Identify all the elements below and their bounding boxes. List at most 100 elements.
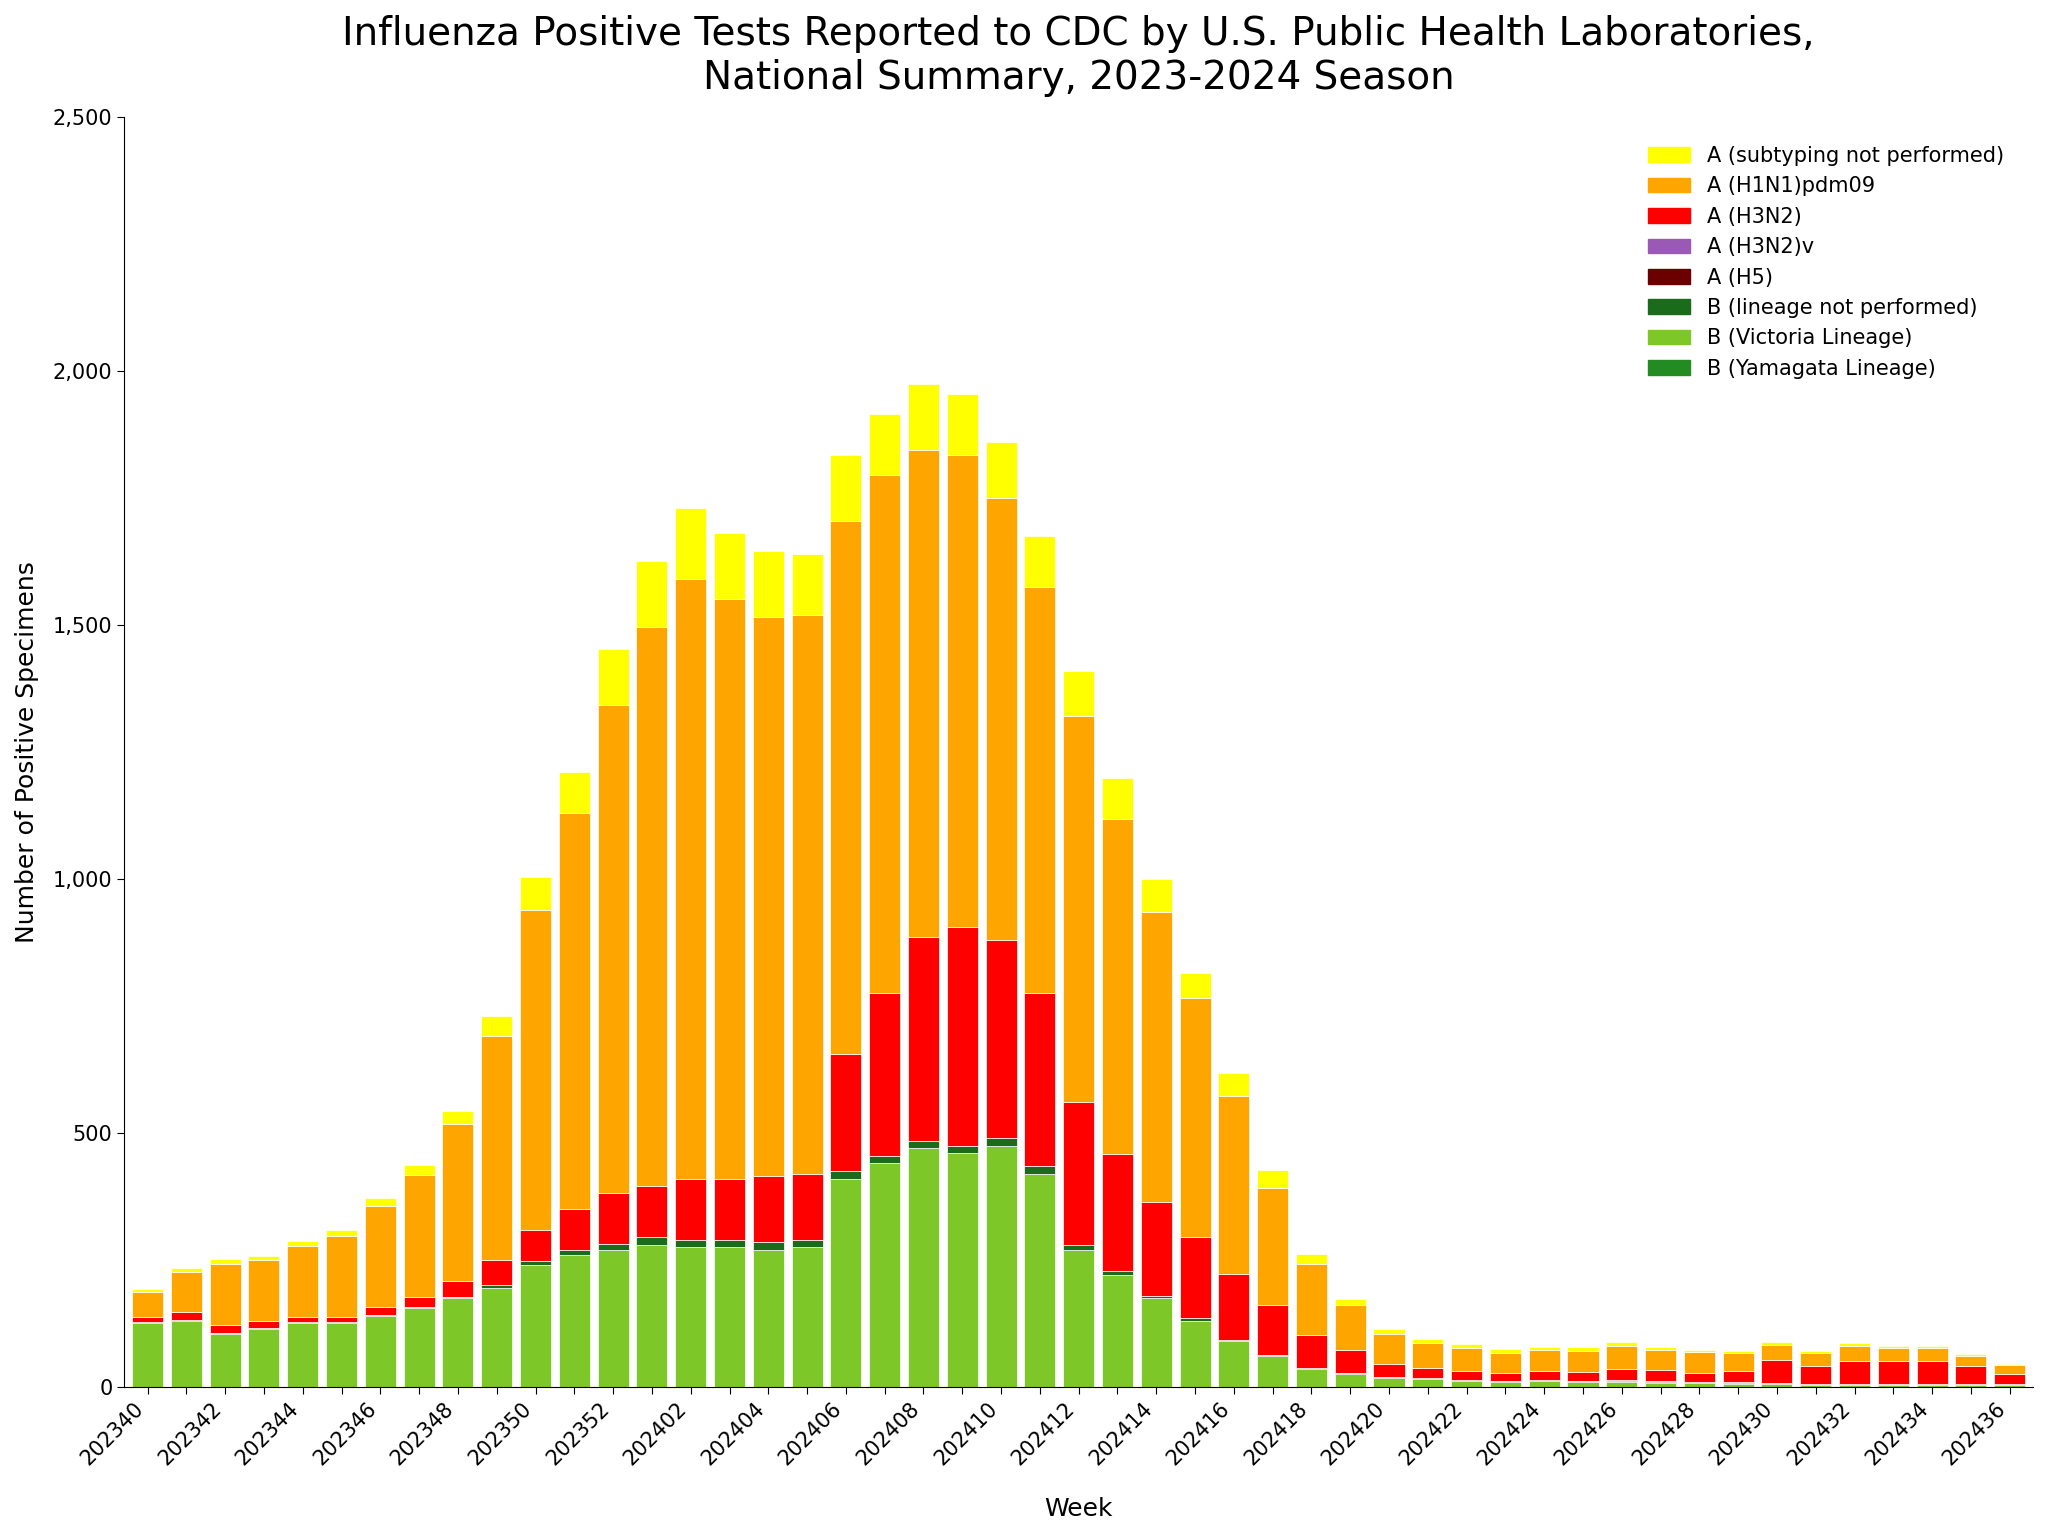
Bar (1024, 1174, 1055, 1387)
Bar (559, 773, 590, 813)
Bar (403, 1296, 434, 1307)
Bar (1296, 1369, 1327, 1387)
Bar (559, 1209, 590, 1250)
Bar (1141, 1295, 1171, 1298)
Bar (676, 1247, 707, 1387)
Bar (637, 561, 668, 627)
Bar (1839, 1385, 1870, 1387)
Bar (1257, 1170, 1288, 1187)
Bar (754, 1177, 784, 1243)
Bar (598, 1244, 629, 1250)
Bar (1800, 1366, 1831, 1384)
Bar (248, 1321, 279, 1327)
Bar (1800, 1353, 1831, 1366)
Bar (1141, 879, 1171, 912)
Bar (1257, 1304, 1288, 1355)
Bar (1452, 1344, 1483, 1349)
Bar (481, 1017, 512, 1037)
Bar (907, 937, 938, 1141)
Bar (1878, 1346, 1909, 1349)
Bar (1645, 1350, 1675, 1370)
Bar (365, 1307, 395, 1315)
Bar (676, 579, 707, 1178)
Bar (170, 1312, 203, 1319)
Bar (793, 614, 823, 1174)
Bar (715, 1240, 745, 1247)
Bar (1296, 1264, 1327, 1335)
Bar (1219, 1341, 1249, 1387)
Bar (1335, 1375, 1366, 1387)
Bar (209, 1264, 242, 1326)
Bar (287, 1324, 317, 1387)
Bar (637, 627, 668, 1186)
Bar (829, 455, 862, 521)
Bar (403, 1175, 434, 1296)
Bar (1180, 1321, 1210, 1387)
Bar (1024, 536, 1055, 587)
Bar (1024, 994, 1055, 1166)
Bar (1102, 1272, 1133, 1275)
Bar (1180, 1318, 1210, 1321)
Bar (520, 1230, 551, 1261)
Bar (868, 1163, 901, 1387)
Bar (287, 1246, 317, 1318)
Bar (598, 705, 629, 1193)
Bar (1063, 671, 1094, 716)
Bar (1761, 1384, 1792, 1387)
Bar (1567, 1372, 1599, 1381)
Bar (1452, 1381, 1483, 1387)
Bar (248, 1329, 279, 1387)
Bar (1374, 1364, 1405, 1376)
Bar (946, 455, 977, 928)
Bar (1761, 1342, 1792, 1346)
Bar (715, 599, 745, 1178)
Bar (1413, 1379, 1444, 1387)
Bar (1452, 1370, 1483, 1379)
Bar (1219, 1273, 1249, 1339)
Bar (1489, 1373, 1522, 1381)
Bar (1606, 1382, 1636, 1387)
Bar (1722, 1353, 1753, 1372)
Bar (676, 1240, 707, 1247)
Bar (1102, 1275, 1133, 1387)
Bar (1722, 1350, 1753, 1353)
Bar (1063, 1244, 1094, 1250)
Bar (1606, 1342, 1636, 1347)
Bar (559, 813, 590, 1209)
Bar (131, 1318, 164, 1322)
Bar (326, 1236, 356, 1318)
Bar (868, 415, 901, 475)
Bar (520, 1261, 551, 1266)
Bar (829, 1054, 862, 1170)
Bar (1413, 1369, 1444, 1378)
Bar (1722, 1384, 1753, 1387)
Bar (326, 1318, 356, 1322)
Bar (1878, 1349, 1909, 1361)
Bar (598, 1250, 629, 1387)
Bar (1839, 1346, 1870, 1361)
Bar (1489, 1382, 1522, 1387)
Bar (248, 1261, 279, 1321)
Bar (442, 1281, 473, 1296)
Bar (1219, 1074, 1249, 1095)
Bar (754, 1243, 784, 1250)
Bar (637, 1244, 668, 1387)
Bar (287, 1318, 317, 1322)
Bar (754, 551, 784, 617)
Bar (442, 1111, 473, 1124)
Bar (907, 450, 938, 937)
Bar (715, 533, 745, 599)
Bar (365, 1206, 395, 1307)
Bar (946, 928, 977, 1146)
Bar (1335, 1350, 1366, 1373)
Bar (1063, 1250, 1094, 1387)
Bar (481, 1037, 512, 1260)
Bar (946, 1154, 977, 1387)
Bar (287, 1241, 317, 1246)
Bar (1335, 1304, 1366, 1350)
Bar (1528, 1381, 1561, 1387)
Y-axis label: Number of Positive Specimens: Number of Positive Specimens (14, 561, 39, 943)
Bar (1839, 1344, 1870, 1346)
Bar (1374, 1378, 1405, 1387)
Bar (676, 1178, 707, 1240)
